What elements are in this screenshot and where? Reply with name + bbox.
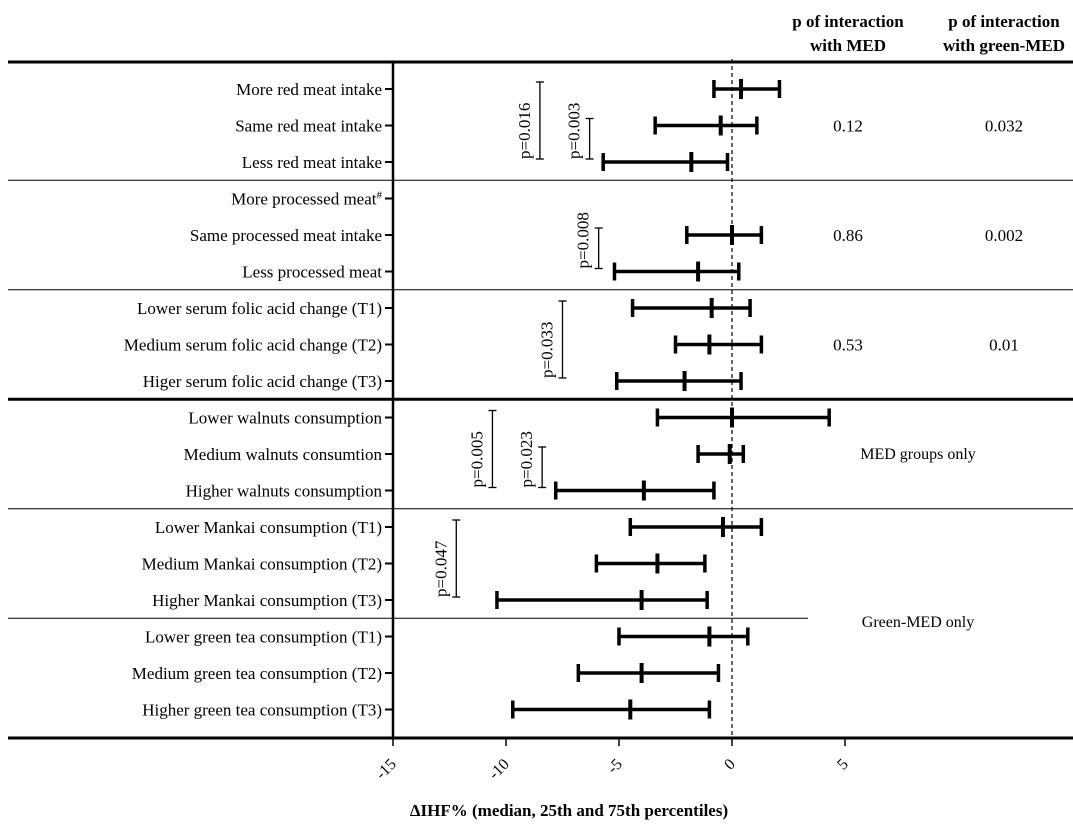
row-label-text: More processed meat [231,190,377,209]
row-label: More red meat intake [236,80,382,99]
x-tick-label: 0 [721,756,739,774]
row-label: Medium green tea consumption (T2) [132,664,382,683]
row-label: Medium Mankai consumption (T2) [142,555,382,574]
pvalue-bracket-7: p=0.047 [431,519,461,598]
interaction-p-green-2: 0.002 [985,226,1023,245]
row-label-footnote-mark: # [377,190,383,202]
pvalue-bracket-label: p=0.023 [517,431,536,487]
section-note-1: MED groups only [860,446,976,463]
row-label: Same red meat intake [235,117,382,136]
header-green-line1: p of interaction [948,12,1060,31]
pvalue-bracket-6: p=0.023 [517,431,547,489]
pvalue-bracket-label: p=0.033 [538,322,557,378]
row-label: Medium walnuts consumtion [184,445,383,464]
header-med-line2: with MED [810,36,886,55]
pvalue-bracket-3: p=0.008 [574,212,603,270]
pvalue-bracket-1: p=0.016 [515,81,544,160]
row-label: Higher walnuts consumption [186,482,383,501]
interaction-p-green-1: 0.032 [985,117,1023,136]
row-label: Lower serum folic acid change (T1) [137,299,382,318]
interaction-p-med-3: 0.53 [833,336,863,355]
header-med-line1: p of interaction [792,12,904,31]
header-green-line2: with green-MED [943,36,1065,55]
row-label: Higher green tea consumption (T3) [142,701,382,720]
section-note-2: Green-MED only [862,614,974,631]
pvalue-bracket-2: p=0.003 [565,103,594,160]
row-label: Lower walnuts consumption [188,409,382,428]
pvalue-bracket-5: p=0.005 [467,409,497,489]
row-label: Medium serum folic acid change (T2) [124,336,382,355]
x-tick-label: -5 [604,756,625,777]
interaction-p-green-3: 0.01 [989,336,1019,355]
x-tick-label: 5 [834,756,852,774]
pvalue-bracket-label: p=0.016 [515,103,534,159]
pvalue-bracket-label: p=0.005 [467,431,486,487]
row-label: Higer serum folic acid change (T3) [143,372,382,391]
pvalue-bracket-label: p=0.047 [431,540,450,597]
interaction-p-med-1: 0.12 [833,117,863,136]
row-label: Lower green tea consumption (T1) [145,628,382,647]
row-label: Less red meat intake [242,153,382,172]
row-label: Less processed meat [242,263,382,282]
row-label: Higher Mankai consumption (T3) [152,591,382,610]
row-label: Same processed meat intake [190,226,382,245]
row-label: Lower Mankai consumption (T1) [155,518,382,537]
interaction-p-med-2: 0.86 [833,226,863,245]
row-label: More processed meat# [231,190,382,209]
x-tick-label: -10 [486,756,513,783]
x-tick-label: -15 [373,756,400,783]
pvalue-bracket-label: p=0.008 [574,212,593,268]
x-axis-label: ΔIHF% (median, 25th and 75th percentiles… [410,801,728,820]
pvalue-bracket-label: p=0.003 [565,103,584,159]
pvalue-bracket-4: p=0.033 [538,300,567,379]
